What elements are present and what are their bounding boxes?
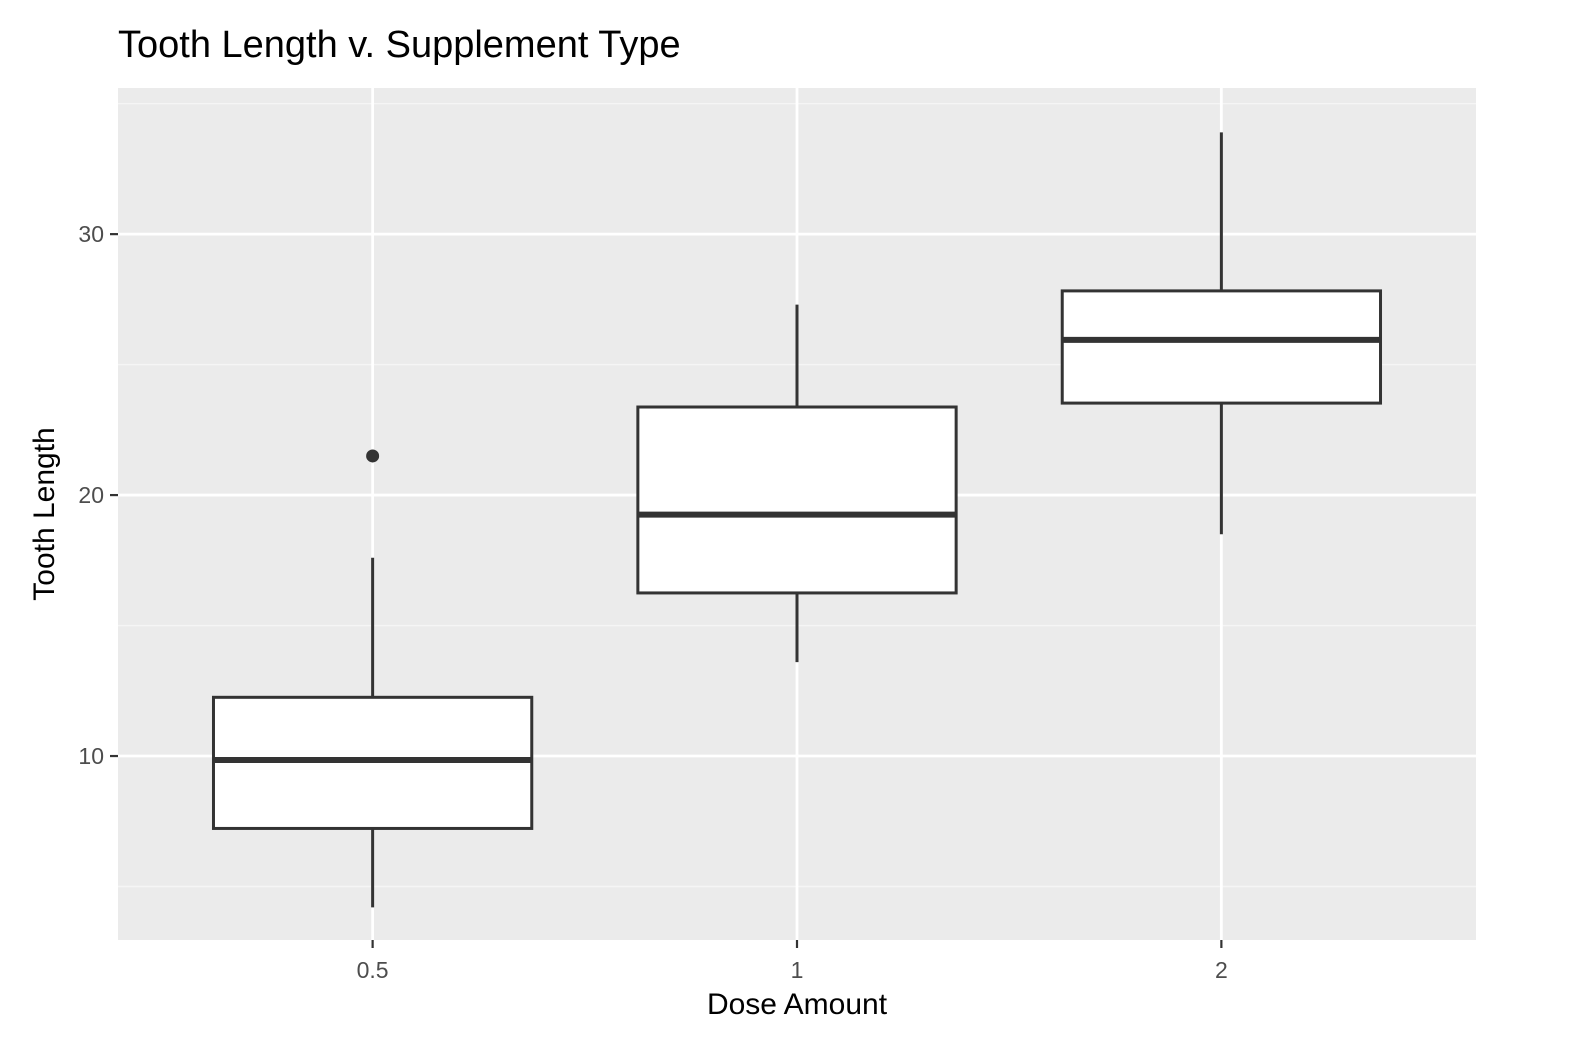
x-tick-label: 1 (791, 957, 804, 983)
box-series (211, 132, 1383, 908)
box-body (636, 405, 958, 595)
outlier-point (366, 449, 380, 463)
box-body (1060, 289, 1383, 405)
box-2 (1060, 132, 1383, 535)
y-tick-label: 10 (78, 743, 104, 769)
y-tick-label: 30 (78, 221, 104, 247)
box-0.5 (211, 449, 534, 908)
box-1 (636, 304, 958, 663)
y-tick-label: 20 (78, 482, 104, 508)
axes: 10 20 30 0.5 1 2 (78, 221, 1227, 983)
x-tick-label: 2 (1215, 957, 1228, 983)
x-tick-label: 0.5 (357, 957, 389, 983)
y-axis-title: Tooth Length (28, 427, 61, 600)
chart-title: Tooth Length v. Supplement Type (118, 24, 681, 66)
x-axis-title: Dose Amount (707, 988, 888, 1021)
